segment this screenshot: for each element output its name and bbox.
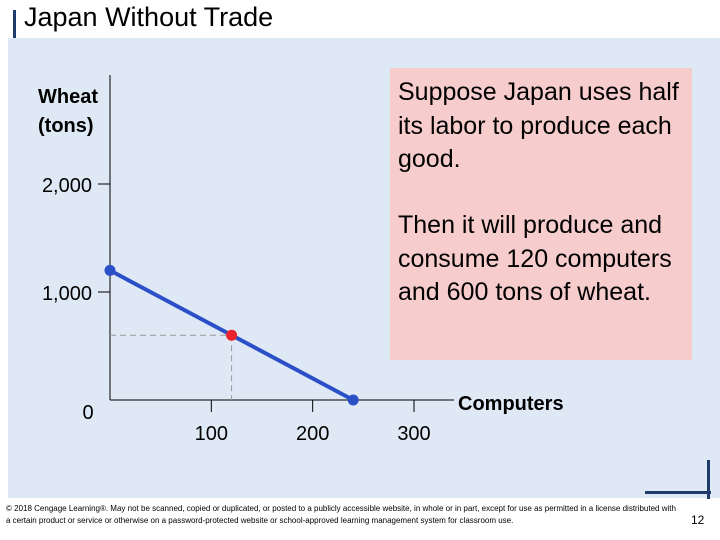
page-number: 12	[691, 513, 705, 527]
y-tick-label-1000: 1,000	[42, 283, 92, 305]
y-axis-label-line2: (tons)	[38, 115, 94, 137]
title-accent-vertical	[13, 10, 16, 49]
callout-box	[390, 68, 692, 360]
x-tick-label-300: 300	[397, 423, 430, 445]
callout-text-1: Suppose Japan uses half its labor to pro…	[398, 78, 679, 173]
corner-accent-vertical	[707, 460, 710, 499]
endpoint-1	[347, 394, 359, 406]
consumption-point	[226, 329, 238, 341]
slide-title: Japan Without Trade	[24, 2, 274, 32]
x-tick-label-200: 200	[296, 423, 329, 445]
copyright-notice: © 2018 Cengage Learning®. May not be sca…	[6, 504, 676, 525]
endpoint-0	[104, 264, 116, 276]
x-tick-label-100: 100	[195, 423, 228, 445]
corner-accent-horizontal	[645, 491, 711, 494]
origin-label: 0	[82, 402, 93, 424]
y-axis-label-line1: Wheat	[38, 86, 98, 108]
x-axis-label: Computers	[458, 393, 564, 415]
y-tick-label-2000: 2,000	[42, 175, 92, 197]
callout-text-2: Then it will produce and consume 120 com…	[398, 211, 672, 306]
